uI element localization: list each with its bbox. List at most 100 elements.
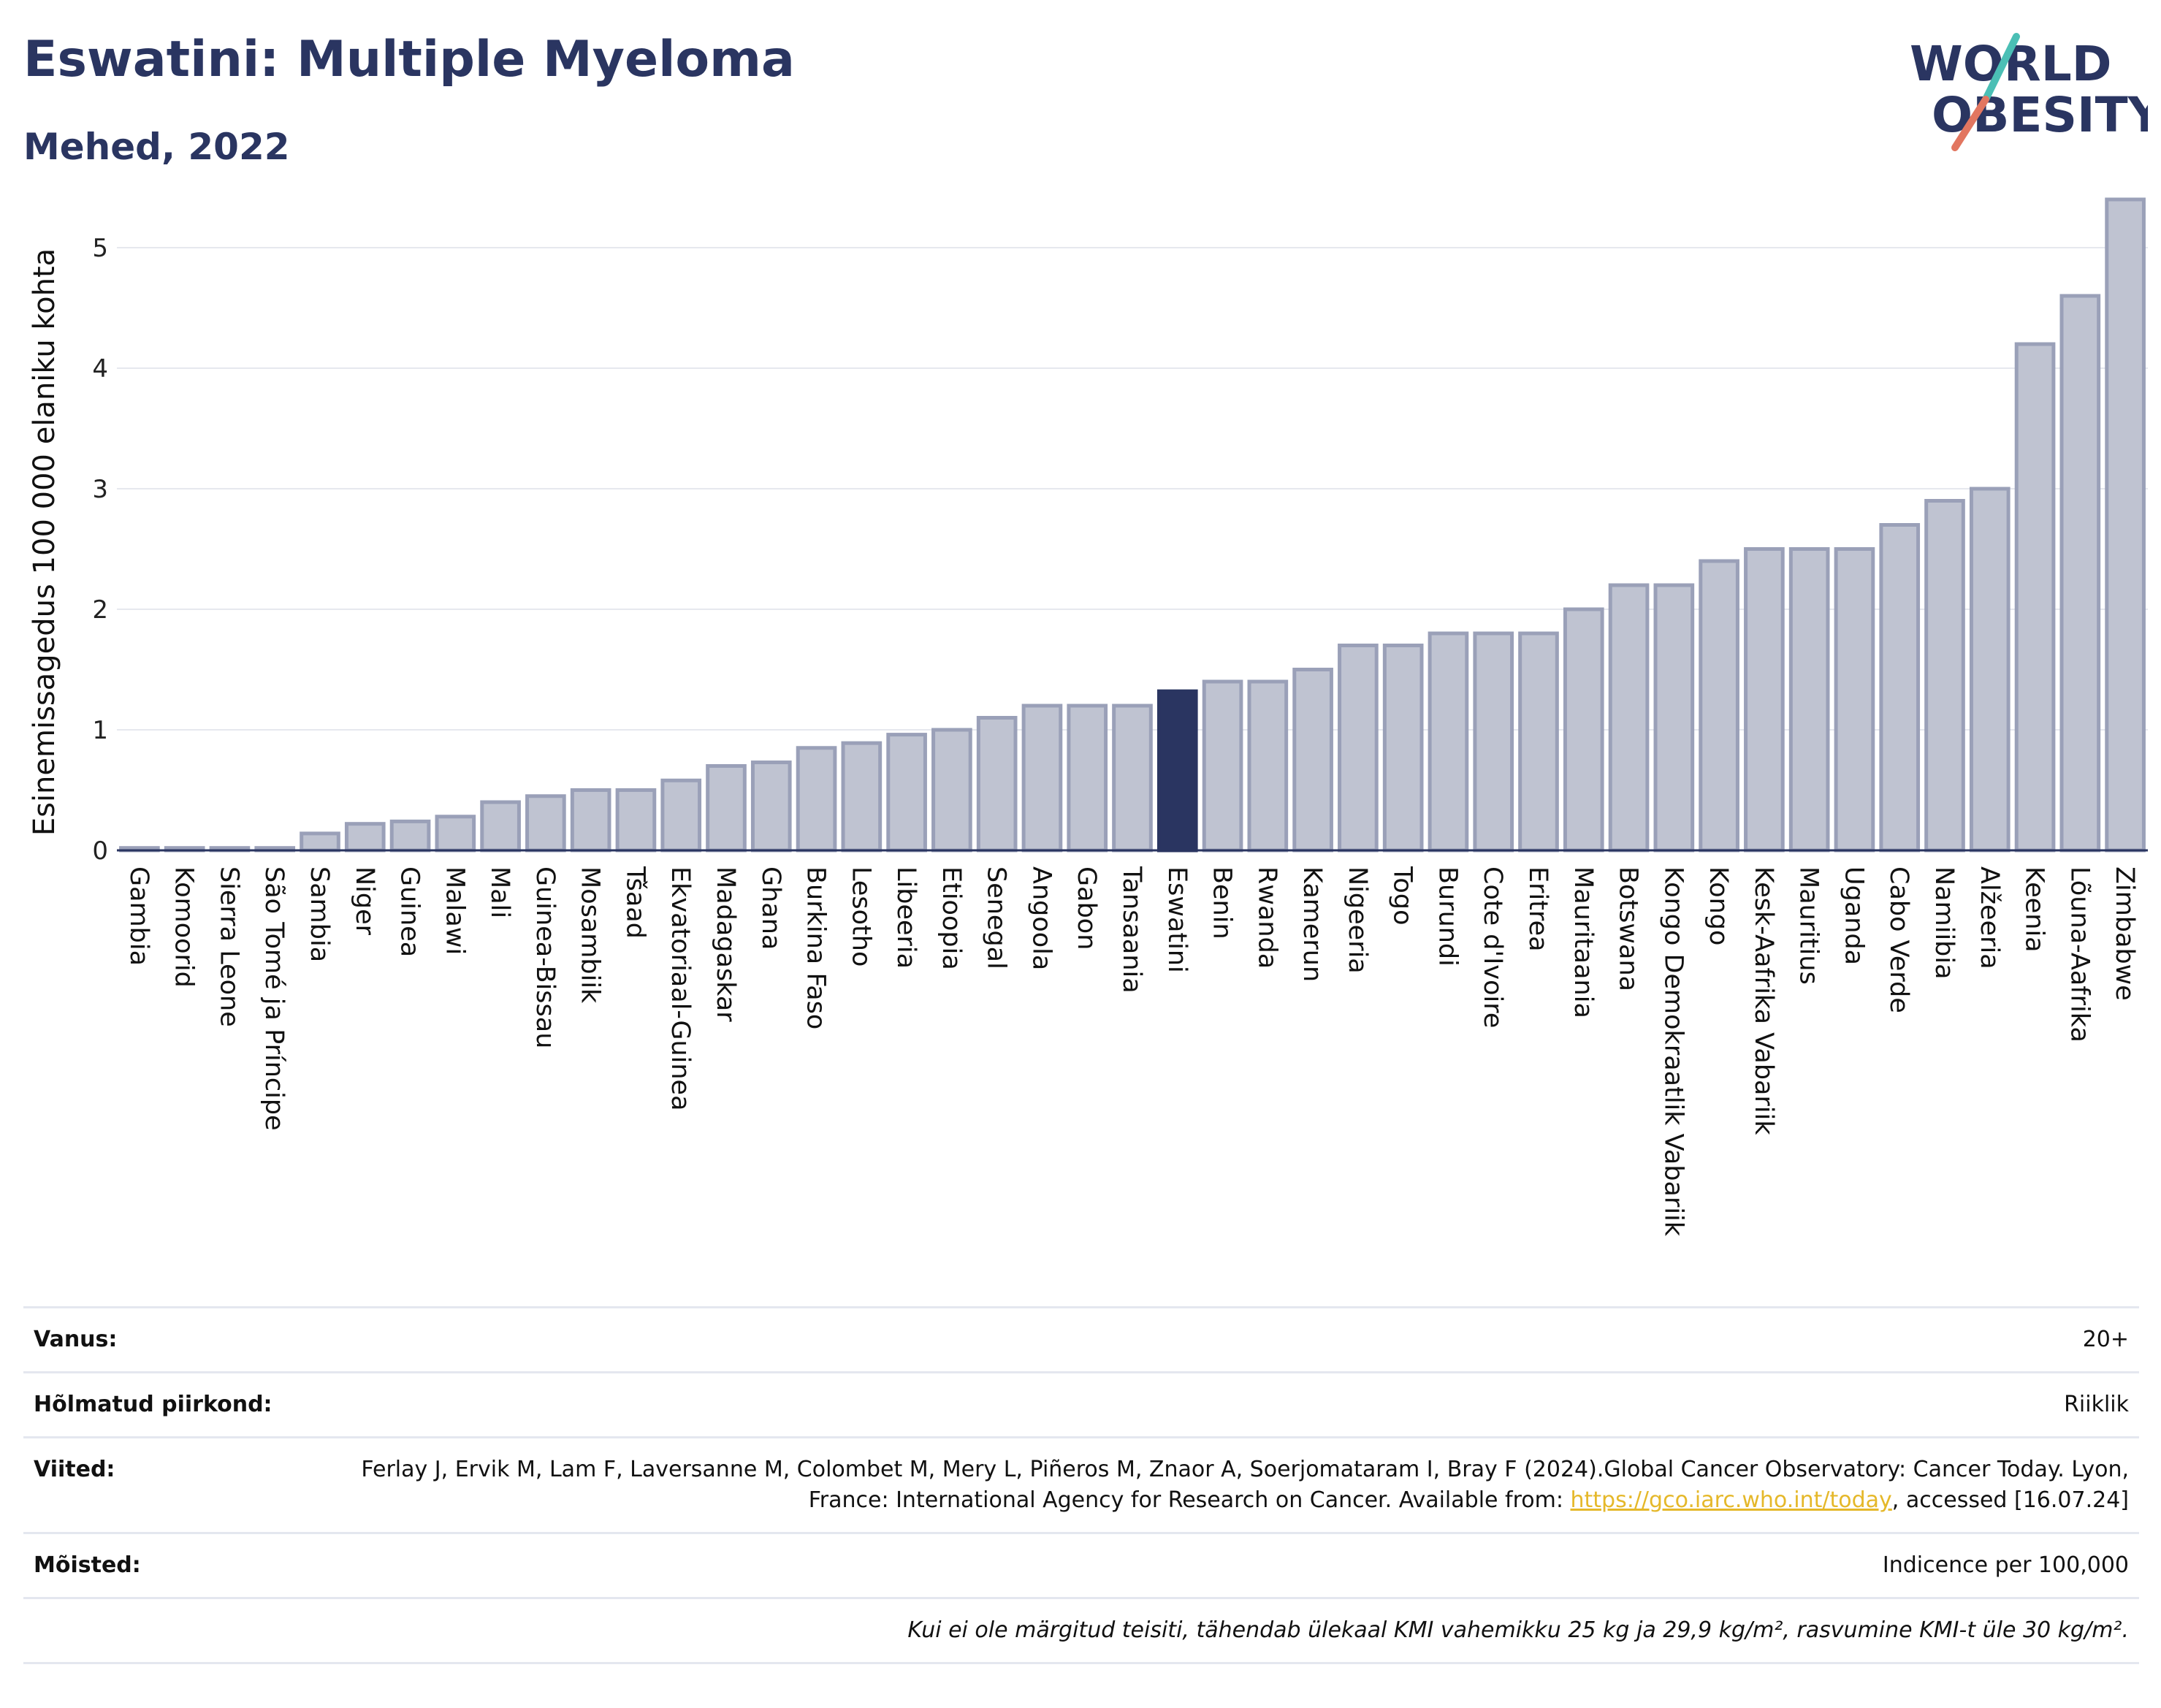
x-tick-label: Alžeeria	[1975, 866, 2004, 969]
bar-zimbabwe	[2105, 197, 2146, 853]
x-tick-label: Komoorid	[169, 866, 199, 988]
bar-angoola	[1021, 704, 1063, 853]
x-tick-label: Rwanda	[1252, 866, 1281, 969]
region-label: Hõlmatud piirkond:	[34, 1392, 272, 1417]
bar-kesk-aafrika-vabariik	[1744, 547, 1785, 853]
bar-kongo-demokraatlik-vabariik	[1653, 583, 1695, 853]
x-tick-label: Kongo Demokraatlik Vabariik	[1658, 866, 1688, 1237]
bar-tansaania	[1112, 704, 1153, 853]
bar-togo	[1382, 644, 1424, 853]
x-tick-label: Sierra Leone	[214, 866, 243, 1027]
bar-niger	[344, 822, 386, 853]
bar-madagaskar	[706, 764, 747, 853]
bar-cabo-verde	[1879, 523, 1921, 853]
x-tick-label: Namiibia	[1929, 866, 1959, 980]
bar-guinea-bissau	[525, 794, 566, 853]
bar-l-una-aafrika	[2059, 294, 2101, 853]
x-tick-label: Eswatini	[1162, 866, 1192, 973]
bar-burkina-faso	[796, 746, 837, 853]
references-link[interactable]: https://gco.iarc.who.int/today	[1570, 1487, 1892, 1513]
y-axis-ticks: 0 1 2 3 4 5	[92, 234, 108, 866]
x-tick-label: Mauritius	[1794, 866, 1823, 985]
x-tick-label: Mauritaania	[1569, 866, 1598, 1018]
x-tick-label: Kamerun	[1297, 866, 1327, 982]
bar-namiibia	[1924, 499, 1965, 853]
age-value: 20+	[2082, 1327, 2129, 1352]
x-tick-label: Cabo Verde	[1884, 866, 1913, 1013]
footnote: Kui ei ole märgitud teisiti, tähendab ül…	[907, 1617, 2129, 1643]
bar-malawi	[435, 815, 476, 853]
bar-eswatini	[1156, 689, 1198, 853]
y-tick-label: 3	[92, 475, 108, 504]
x-axis-labels: Gambia Komoorid Sierra Leone São Tomé ja Pr…	[124, 866, 2139, 1237]
y-tick-label: 5	[92, 234, 108, 263]
x-tick-label: Ghana	[756, 866, 785, 950]
x-tick-label: Burundi	[1433, 866, 1462, 967]
bar-senegal	[976, 716, 1018, 853]
x-tick-label: Tšaad	[620, 866, 649, 939]
x-tick-label: Niger	[350, 866, 379, 936]
x-tick-label: Tansaania	[1117, 866, 1146, 994]
references-tail: , accessed [16.07.24]	[1891, 1487, 2129, 1513]
bar-al-eeria	[1969, 487, 2011, 853]
region-value: Riiklik	[2064, 1392, 2129, 1417]
page-title: Eswatini: Multiple Myeloma	[23, 31, 795, 88]
x-tick-label: Sambia	[305, 866, 334, 962]
bar-ghana	[750, 760, 792, 853]
x-tick-label: Lesotho	[846, 866, 875, 967]
x-tick-label: Uganda	[1839, 866, 1868, 965]
definitions-value: Indicence per 100,000	[1882, 1552, 2129, 1578]
meta-row-note: Kui ei ole märgitud teisiti, tähendab ül…	[23, 1598, 2139, 1663]
bar-rwanda	[1247, 679, 1289, 853]
y-axis-label: Esinemissagedus 100 000 elaniku kohta	[28, 248, 61, 836]
x-tick-label: Cote d'Ivoire	[1478, 866, 1507, 1028]
bar-cote-d-ivoire	[1473, 631, 1514, 853]
meta-row-definitions: Mõisted: Indicence per 100,000	[23, 1533, 2139, 1598]
bar-eritrea	[1518, 631, 1559, 853]
bar-ekvatoriaal-guinea	[660, 778, 702, 853]
bar-uganda	[1834, 547, 1875, 853]
bar-chart: 0 1 2 3 4 5 Gambia Komoorid Sierra Leone São Tom…	[28, 197, 2148, 1237]
x-tick-label: Angoola	[1026, 866, 1056, 970]
x-tick-label: Mosambiik	[576, 866, 605, 1004]
x-tick-label: Burkina Faso	[801, 866, 831, 1029]
bar-botswana	[1608, 583, 1650, 853]
x-tick-label: São Tomé ja Príncipe	[259, 866, 289, 1131]
meta-row-age: Vanus: 20+	[23, 1307, 2139, 1373]
x-tick-label: Ekvatoriaal-Guinea	[666, 866, 695, 1111]
bar-etioopia	[931, 728, 972, 853]
x-tick-label: Madagaskar	[711, 866, 740, 1022]
page-subtitle: Mehed, 2022	[23, 126, 290, 168]
bar-t-aad	[615, 788, 657, 853]
bar-sambia	[300, 831, 340, 853]
x-tick-label: Kesk-Aafrika Vabariik	[1749, 866, 1778, 1135]
x-tick-label: Gabon	[1072, 866, 1101, 950]
x-tick-label: Senegal	[982, 866, 1011, 969]
references-label: Viited:	[34, 1457, 115, 1482]
x-tick-label: Libeeria	[891, 866, 921, 969]
metadata-table: Vanus: 20+ Hõlmatud piirkond: Riiklik Vi…	[23, 1306, 2139, 1664]
bar-mali	[480, 800, 521, 853]
x-tick-label: Gambia	[124, 866, 153, 966]
bar-kongo	[1699, 559, 1739, 853]
x-tick-label: Zimbabwe	[2110, 866, 2139, 1001]
x-tick-label: Eritrea	[1523, 866, 1552, 952]
references-value: Ferlay J, Ervik M, Lam F, Laversanne M, …	[351, 1438, 2139, 1533]
x-tick-label: Mali	[485, 866, 514, 918]
bar-kamerun	[1292, 668, 1333, 853]
bar-nigeeria	[1338, 644, 1379, 853]
bar-keenia	[2014, 342, 2056, 853]
bar-benin	[1202, 679, 1243, 853]
x-tick-label: Benin	[1208, 866, 1237, 939]
x-tick-label: Botswana	[1614, 866, 1643, 991]
y-tick-label: 1	[92, 716, 108, 745]
meta-row-references: Viited: Ferlay J, Ervik M, Lam F, Lavers…	[23, 1437, 2139, 1533]
references-text: Ferlay J, Ervik M, Lam F, Laversanne M, …	[361, 1457, 2129, 1513]
x-tick-label: Nigeeria	[1343, 866, 1372, 974]
y-tick-label: 4	[92, 354, 108, 384]
bar-guinea	[389, 819, 431, 853]
y-tick-label: 0	[92, 836, 108, 866]
chart-bars	[119, 197, 2146, 853]
x-tick-label: Etioopia	[937, 866, 966, 970]
age-label: Vanus:	[34, 1327, 118, 1352]
